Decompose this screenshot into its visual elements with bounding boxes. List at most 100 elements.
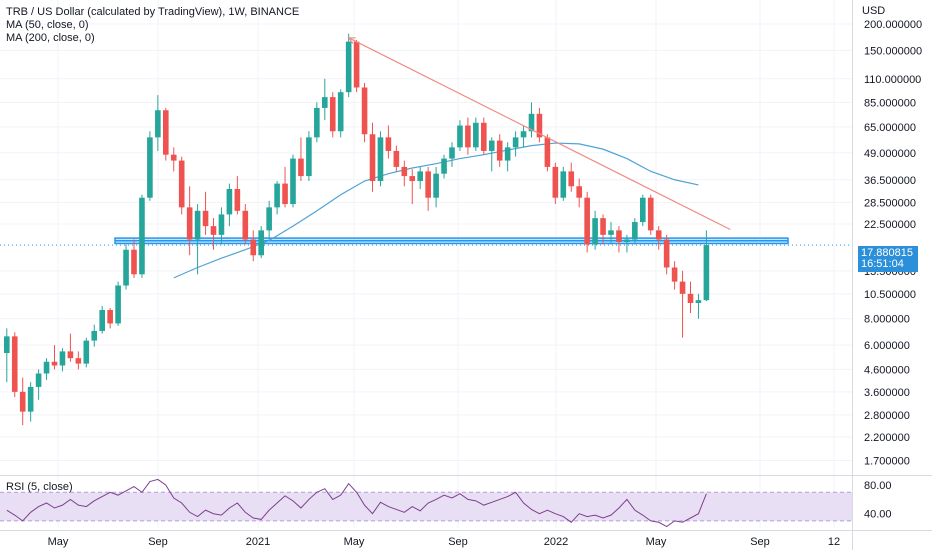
candle-body (536, 113, 543, 138)
candle-body (608, 230, 614, 235)
ma50-legend[interactable]: MA (50, close, 0) (6, 19, 89, 31)
candle-body (576, 186, 582, 198)
candle-body (35, 373, 42, 387)
candle-body (155, 110, 161, 138)
candle-body (496, 140, 503, 161)
candle (576, 178, 582, 208)
rsi-tick-label: 80.00 (864, 480, 892, 492)
candle-body (457, 125, 463, 148)
candle-body (234, 188, 241, 211)
candle-body (139, 197, 145, 275)
candle (457, 120, 463, 151)
candle (131, 239, 137, 278)
candle-body (377, 137, 384, 182)
candle-body (616, 230, 622, 242)
rsi-legend[interactable]: RSI (5, close) (6, 481, 73, 493)
candle (481, 117, 487, 155)
trendline (347, 37, 731, 231)
candle-body (409, 176, 416, 182)
candle (655, 226, 662, 250)
rsi-tick-label: 40.00 (864, 509, 892, 521)
candle-body (544, 137, 551, 167)
candle-body (647, 197, 654, 231)
candle-body (67, 351, 74, 359)
candle (520, 125, 527, 148)
candle (43, 358, 50, 380)
candle-body (441, 158, 447, 174)
candle (608, 222, 614, 245)
y-tick-label: 36.500000 (864, 175, 916, 187)
candle-body (528, 113, 535, 132)
candle-body (329, 97, 336, 132)
candle-body (298, 158, 304, 177)
candle (441, 154, 447, 179)
y-axis-unit: USD (862, 5, 885, 17)
chart-title: TRB / US Dollar (calculated by TradingVi… (6, 6, 300, 18)
candle-body (202, 210, 209, 227)
candle-body (107, 310, 113, 324)
candle-body (290, 158, 296, 205)
candle-body (59, 351, 66, 366)
candle (155, 95, 161, 151)
candle (536, 107, 543, 143)
y-tick-label: 85.000000 (864, 97, 916, 109)
candle-body (19, 391, 26, 412)
candle (258, 226, 264, 259)
candle-body (687, 293, 694, 304)
candle (115, 281, 121, 326)
y-tick-label: 8.000000 (864, 314, 910, 326)
y-axis-ticks: 200.000000 150.000000 110.000000 85.000000 6… (864, 19, 922, 521)
candle-body (433, 173, 439, 198)
candle-body (51, 361, 58, 366)
ma200-legend[interactable]: MA (200, close, 0) (6, 32, 95, 44)
candle (417, 166, 423, 189)
candle-body (75, 358, 82, 364)
candle (600, 214, 606, 245)
candle-body (679, 281, 686, 294)
candle (99, 305, 105, 334)
trendline-arrowhead (347, 37, 356, 44)
rsi-line (6, 478, 707, 528)
candle (226, 183, 233, 227)
candle (504, 142, 511, 172)
candle-body (449, 147, 455, 159)
x-tick-label: May (646, 536, 667, 548)
candle (528, 102, 535, 138)
candle-body (123, 249, 129, 286)
candle-body (584, 197, 590, 245)
candle (35, 369, 42, 400)
candle-body (512, 137, 519, 148)
candle (337, 89, 344, 138)
support-zone (0, 237, 852, 246)
candle-body (186, 207, 193, 240)
candle-body (282, 183, 288, 205)
candle (377, 131, 384, 187)
candle (91, 324, 98, 347)
candle-body (337, 92, 344, 132)
candle (163, 107, 169, 161)
x-tick-label: May (48, 536, 69, 548)
candle (592, 210, 598, 250)
candle (624, 234, 630, 253)
candle-body (552, 166, 559, 198)
candle-body (266, 207, 272, 231)
y-tick-label: 110.000000 (864, 74, 921, 86)
candle-body (560, 171, 567, 198)
candle (170, 147, 177, 172)
candle-body (632, 222, 638, 240)
candle-body (592, 218, 598, 245)
candle (361, 83, 368, 143)
candle-body (488, 140, 495, 151)
candle (59, 348, 66, 372)
candle (369, 122, 376, 192)
candle-body (314, 107, 320, 138)
candle-body (115, 285, 121, 324)
candle-body (640, 197, 646, 223)
candle (632, 218, 638, 245)
candle (640, 194, 646, 227)
candle (568, 162, 575, 192)
candle-body (663, 239, 670, 268)
candle-body (170, 154, 177, 161)
